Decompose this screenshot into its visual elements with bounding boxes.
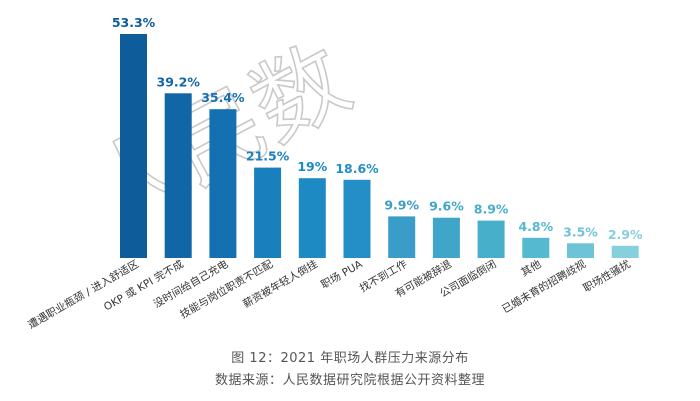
category-label-12: 职场性骚扰 bbox=[581, 257, 633, 295]
bar-1 bbox=[120, 34, 147, 258]
value-label-7: 9.9% bbox=[384, 197, 419, 212]
value-label-1: 53.3% bbox=[112, 15, 156, 30]
value-label-2: 39.2% bbox=[157, 74, 201, 89]
bar-10 bbox=[522, 237, 550, 258]
value-label-5: 19% bbox=[297, 159, 327, 174]
value-label-4: 21.5% bbox=[246, 149, 290, 164]
bar-3 bbox=[209, 109, 237, 258]
value-label-10: 4.8% bbox=[518, 219, 553, 234]
value-label-3: 35.4% bbox=[201, 90, 245, 105]
value-label-9: 8.9% bbox=[474, 202, 509, 217]
bar-5 bbox=[298, 178, 326, 258]
value-labels-group: 53.3% 39.2%35.4% 21.5% 19% 18.6% 9.9% 9.6% 8.9%… bbox=[112, 15, 643, 242]
bar-4 bbox=[254, 167, 282, 258]
bar-7 bbox=[388, 216, 416, 258]
chart-caption: 图 12：2021 年职场人群压力来源分布 bbox=[231, 351, 469, 366]
category-label-11: 已婚未育的招聘歧视 bbox=[500, 257, 589, 316]
data-source-note: 数据来源：人民数据研究院根据公开资料整理 bbox=[214, 373, 485, 388]
bars-group bbox=[120, 34, 639, 258]
category-label-2: OKP 或 KPI 完不成 bbox=[101, 257, 186, 313]
bar-9 bbox=[477, 220, 505, 258]
value-label-8: 9.6% bbox=[429, 199, 464, 214]
value-label-6: 18.6% bbox=[335, 161, 379, 176]
value-label-12: 2.9% bbox=[608, 227, 643, 242]
bar-chart: 53.3% 39.2%35.4% 21.5% 19% 18.6% 9.9% 9.6% 8.9%… bbox=[26, 15, 643, 332]
category-label-5: 薪资被年轻人倒挂 bbox=[241, 257, 321, 311]
category-label-10: 其他 bbox=[519, 257, 544, 279]
bar-12 bbox=[611, 245, 639, 258]
bar-2 bbox=[164, 93, 192, 258]
bar-8 bbox=[432, 217, 460, 258]
bar-11 bbox=[567, 243, 594, 258]
value-label-11: 3.5% bbox=[563, 224, 598, 239]
bar-6 bbox=[343, 179, 371, 258]
